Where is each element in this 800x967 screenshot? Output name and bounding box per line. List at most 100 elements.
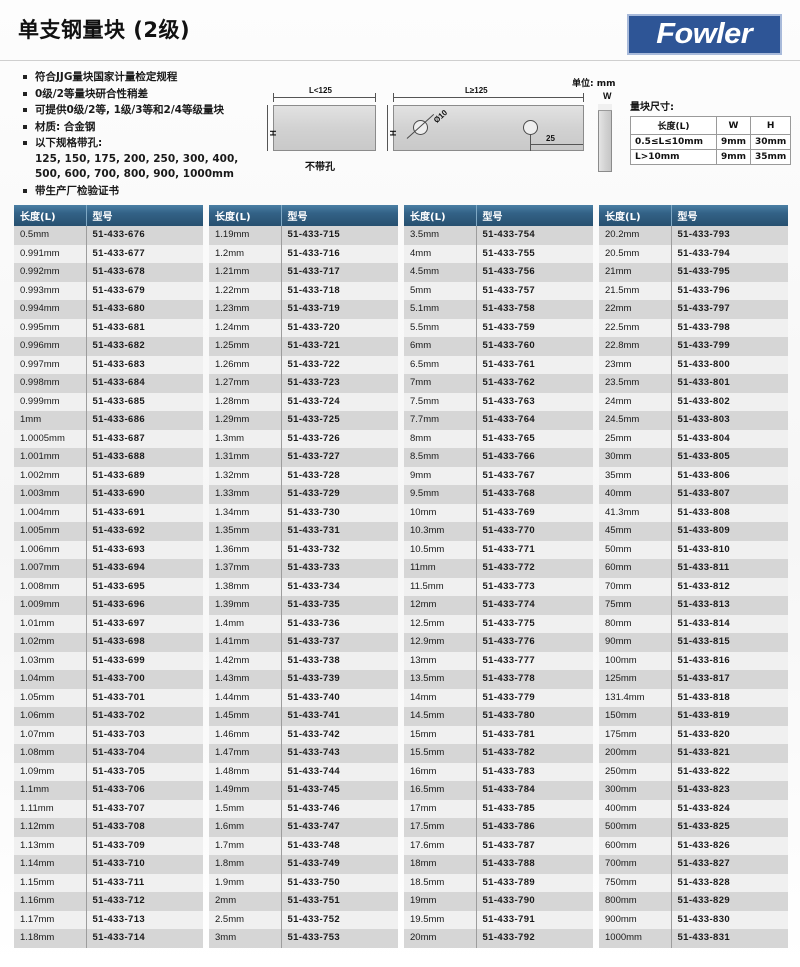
table-row[interactable]: 1.42mm 51-433-738 bbox=[209, 651, 398, 670]
table-row[interactable]: 1.12mm 51-433-708 bbox=[14, 818, 203, 837]
table-row[interactable]: 16mm 51-433-783 bbox=[404, 762, 593, 781]
table-row[interactable]: 5.1mm 51-433-758 bbox=[404, 300, 593, 319]
table-row[interactable]: 1.02mm 51-433-698 bbox=[14, 633, 203, 652]
table-row[interactable]: 5mm 51-433-757 bbox=[404, 281, 593, 300]
table-row[interactable]: 75mm 51-433-813 bbox=[599, 596, 788, 615]
table-row[interactable]: 1.5mm 51-433-746 bbox=[209, 799, 398, 818]
table-row[interactable]: 1.2mm 51-433-716 bbox=[209, 244, 398, 263]
table-row[interactable]: 1.46mm 51-433-742 bbox=[209, 725, 398, 744]
table-row[interactable]: 175mm 51-433-820 bbox=[599, 725, 788, 744]
table-row[interactable]: 1.04mm 51-433-700 bbox=[14, 670, 203, 689]
table-row[interactable]: 300mm 51-433-823 bbox=[599, 781, 788, 800]
table-row[interactable]: 10.3mm 51-433-770 bbox=[404, 522, 593, 541]
table-row[interactable]: 1.25mm 51-433-721 bbox=[209, 337, 398, 356]
table-row[interactable]: 9mm 51-433-767 bbox=[404, 466, 593, 485]
table-row[interactable]: 1.002mm 51-433-689 bbox=[14, 466, 203, 485]
table-row[interactable]: 17.5mm 51-433-786 bbox=[404, 818, 593, 837]
table-row[interactable]: 1.38mm 51-433-734 bbox=[209, 577, 398, 596]
table-row[interactable]: 1.43mm 51-433-739 bbox=[209, 670, 398, 689]
table-row[interactable]: 0.994mm 51-433-680 bbox=[14, 300, 203, 319]
table-row[interactable]: 14mm 51-433-779 bbox=[404, 688, 593, 707]
table-row[interactable]: 1.008mm 51-433-695 bbox=[14, 577, 203, 596]
table-row[interactable]: 19.5mm 51-433-791 bbox=[404, 910, 593, 929]
table-row[interactable]: 9.5mm 51-433-768 bbox=[404, 485, 593, 504]
table-row[interactable]: 1.001mm 51-433-688 bbox=[14, 448, 203, 467]
table-row[interactable]: 1.21mm 51-433-717 bbox=[209, 263, 398, 282]
table-row[interactable]: 0.993mm 51-433-679 bbox=[14, 281, 203, 300]
table-row[interactable]: 12.9mm 51-433-776 bbox=[404, 633, 593, 652]
table-row[interactable]: 200mm 51-433-821 bbox=[599, 744, 788, 763]
table-row[interactable]: 17.6mm 51-433-787 bbox=[404, 836, 593, 855]
table-row[interactable]: 0.5mm 51-433-676 bbox=[14, 226, 203, 245]
table-row[interactable]: 7.7mm 51-433-764 bbox=[404, 411, 593, 430]
table-row[interactable]: 1.003mm 51-433-690 bbox=[14, 485, 203, 504]
table-row[interactable]: 1.9mm 51-433-750 bbox=[209, 873, 398, 892]
table-row[interactable]: 23mm 51-433-800 bbox=[599, 355, 788, 374]
table-row[interactable]: 25mm 51-433-804 bbox=[599, 429, 788, 448]
table-row[interactable]: 12mm 51-433-774 bbox=[404, 596, 593, 615]
table-row[interactable]: 6.5mm 51-433-761 bbox=[404, 355, 593, 374]
table-row[interactable]: 1.3mm 51-433-726 bbox=[209, 429, 398, 448]
table-row[interactable]: 11.5mm 51-433-773 bbox=[404, 577, 593, 596]
table-row[interactable]: 1.49mm 51-433-745 bbox=[209, 781, 398, 800]
table-row[interactable]: 13mm 51-433-777 bbox=[404, 651, 593, 670]
table-row[interactable]: 10.5mm 51-433-771 bbox=[404, 540, 593, 559]
table-row[interactable]: 0.992mm 51-433-678 bbox=[14, 263, 203, 282]
table-row[interactable]: 1.005mm 51-433-692 bbox=[14, 522, 203, 541]
table-row[interactable]: 1.18mm 51-433-714 bbox=[14, 929, 203, 948]
table-row[interactable]: 50mm 51-433-810 bbox=[599, 540, 788, 559]
table-row[interactable]: 17mm 51-433-785 bbox=[404, 799, 593, 818]
table-row[interactable]: 1.48mm 51-433-744 bbox=[209, 762, 398, 781]
table-row[interactable]: 20mm 51-433-792 bbox=[404, 929, 593, 948]
table-row[interactable]: 0.999mm 51-433-685 bbox=[14, 392, 203, 411]
table-row[interactable]: 21.5mm 51-433-796 bbox=[599, 281, 788, 300]
table-row[interactable]: 0.996mm 51-433-682 bbox=[14, 337, 203, 356]
table-row[interactable]: 24.5mm 51-433-803 bbox=[599, 411, 788, 430]
table-row[interactable]: 18mm 51-433-788 bbox=[404, 855, 593, 874]
table-row[interactable]: 24mm 51-433-802 bbox=[599, 392, 788, 411]
table-row[interactable]: 1.09mm 51-433-705 bbox=[14, 762, 203, 781]
table-row[interactable]: 1.05mm 51-433-701 bbox=[14, 688, 203, 707]
table-row[interactable]: 4mm 51-433-755 bbox=[404, 244, 593, 263]
table-row[interactable]: 90mm 51-433-815 bbox=[599, 633, 788, 652]
table-row[interactable]: 70mm 51-433-812 bbox=[599, 577, 788, 596]
table-row[interactable]: 1.03mm 51-433-699 bbox=[14, 651, 203, 670]
table-row[interactable]: 1.44mm 51-433-740 bbox=[209, 688, 398, 707]
table-row[interactable]: 1.29mm 51-433-725 bbox=[209, 411, 398, 430]
table-row[interactable]: 15mm 51-433-781 bbox=[404, 725, 593, 744]
table-row[interactable]: 13.5mm 51-433-778 bbox=[404, 670, 593, 689]
table-row[interactable]: 1.16mm 51-433-712 bbox=[14, 892, 203, 911]
table-row[interactable]: 1.35mm 51-433-731 bbox=[209, 522, 398, 541]
table-row[interactable]: 3mm 51-433-753 bbox=[209, 929, 398, 948]
table-row[interactable]: 4.5mm 51-433-756 bbox=[404, 263, 593, 282]
table-row[interactable]: 1.45mm 51-433-741 bbox=[209, 707, 398, 726]
table-row[interactable]: 22.8mm 51-433-799 bbox=[599, 337, 788, 356]
table-row[interactable]: 800mm 51-433-829 bbox=[599, 892, 788, 911]
table-row[interactable]: 40mm 51-433-807 bbox=[599, 485, 788, 504]
table-row[interactable]: 1.4mm 51-433-736 bbox=[209, 614, 398, 633]
table-row[interactable]: 900mm 51-433-830 bbox=[599, 910, 788, 929]
table-row[interactable]: 1.27mm 51-433-723 bbox=[209, 374, 398, 393]
table-row[interactable]: 1.41mm 51-433-737 bbox=[209, 633, 398, 652]
table-row[interactable]: 7mm 51-433-762 bbox=[404, 374, 593, 393]
table-row[interactable]: 7.5mm 51-433-763 bbox=[404, 392, 593, 411]
table-row[interactable]: 2mm 51-433-751 bbox=[209, 892, 398, 911]
table-row[interactable]: 22.5mm 51-433-798 bbox=[599, 318, 788, 337]
table-row[interactable]: 14.5mm 51-433-780 bbox=[404, 707, 593, 726]
table-row[interactable]: 11mm 51-433-772 bbox=[404, 559, 593, 578]
table-row[interactable]: 1.17mm 51-433-713 bbox=[14, 910, 203, 929]
table-row[interactable]: 1.47mm 51-433-743 bbox=[209, 744, 398, 763]
table-row[interactable]: 1.01mm 51-433-697 bbox=[14, 614, 203, 633]
table-row[interactable]: 10mm 51-433-769 bbox=[404, 503, 593, 522]
table-row[interactable]: 41.3mm 51-433-808 bbox=[599, 503, 788, 522]
table-row[interactable]: 1.8mm 51-433-749 bbox=[209, 855, 398, 874]
table-row[interactable]: 1.34mm 51-433-730 bbox=[209, 503, 398, 522]
table-row[interactable]: 1.31mm 51-433-727 bbox=[209, 448, 398, 467]
table-row[interactable]: 1.24mm 51-433-720 bbox=[209, 318, 398, 337]
table-row[interactable]: 1.006mm 51-433-693 bbox=[14, 540, 203, 559]
table-row[interactable]: 22mm 51-433-797 bbox=[599, 300, 788, 319]
table-row[interactable]: 6mm 51-433-760 bbox=[404, 337, 593, 356]
table-row[interactable]: 1.15mm 51-433-711 bbox=[14, 873, 203, 892]
table-row[interactable]: 12.5mm 51-433-775 bbox=[404, 614, 593, 633]
table-row[interactable]: 1.004mm 51-433-691 bbox=[14, 503, 203, 522]
